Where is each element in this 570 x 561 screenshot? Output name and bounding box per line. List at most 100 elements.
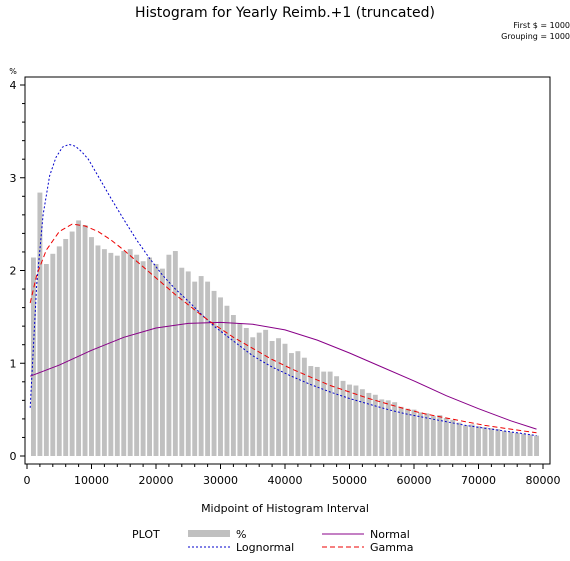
- y-axis-label: %: [9, 67, 17, 76]
- histogram-bar: [508, 431, 514, 456]
- histogram-bar: [488, 428, 494, 456]
- histogram-bar: [514, 432, 520, 456]
- histogram-bar: [385, 400, 391, 456]
- histogram-bar: [43, 264, 49, 456]
- histogram-bar: [301, 357, 307, 456]
- x-tick-label: 60000: [397, 474, 432, 487]
- x-tick-label: 50000: [332, 474, 367, 487]
- x-tick-label: 70000: [461, 474, 496, 487]
- histogram-bar: [166, 254, 172, 456]
- histogram-bar: [463, 425, 469, 456]
- histogram-bar: [443, 417, 449, 456]
- legend-swatch-bar: [188, 530, 230, 537]
- histogram-bar: [121, 251, 127, 456]
- note-first: First $ = 1000: [513, 21, 570, 30]
- histogram-bar: [101, 249, 107, 456]
- histogram-bar: [31, 257, 36, 456]
- histogram-bar: [192, 281, 198, 456]
- histogram-bar: [56, 246, 62, 456]
- histogram-bar: [282, 343, 288, 456]
- histogram-bar: [89, 237, 94, 456]
- histogram-bar: [140, 261, 146, 456]
- histogram-bar: [224, 305, 230, 456]
- histogram-bar: [469, 424, 475, 456]
- legend-label: %: [236, 528, 246, 541]
- histogram-bar: [147, 257, 152, 456]
- histogram-bar: [153, 264, 159, 456]
- histogram-bar: [256, 332, 262, 456]
- histogram-bar: [379, 399, 385, 456]
- x-tick-label: 0: [24, 474, 31, 487]
- legend-heading: PLOT: [132, 528, 160, 541]
- histogram-bar: [398, 406, 404, 456]
- chart-title: Histogram for Yearly Reimb.+1 (truncated…: [135, 5, 435, 21]
- curve-group: [29, 143, 537, 437]
- histogram-bar: [295, 351, 301, 456]
- histogram-bar: [308, 366, 314, 456]
- y-tick-label: 1: [10, 357, 17, 370]
- histogram-bar: [250, 337, 256, 456]
- histogram-bar: [179, 267, 185, 456]
- histogram-bar: [237, 323, 243, 456]
- histogram-bar: [334, 376, 340, 456]
- histogram-bar: [230, 315, 236, 456]
- y-tick-label: 0: [10, 450, 17, 463]
- histogram-bar: [63, 238, 69, 456]
- histogram-bar: [269, 340, 275, 456]
- histogram-bar: [359, 389, 365, 456]
- y-tick-label: 4: [10, 79, 17, 92]
- histogram-bar: [501, 430, 507, 456]
- histogram-bar: [476, 426, 481, 456]
- histogram-bar: [205, 281, 211, 456]
- histogram-bar: [482, 427, 488, 456]
- histogram-bar: [521, 433, 527, 456]
- histogram-bar: [185, 271, 191, 456]
- histogram-bar: [366, 392, 372, 456]
- histogram-bar: [411, 409, 417, 457]
- histogram-bar: [527, 434, 533, 456]
- note-grouping: Grouping = 1000: [501, 32, 570, 41]
- histogram-bar: [37, 192, 43, 456]
- x-tick-label: 80000: [526, 474, 561, 487]
- histogram-bar: [353, 385, 359, 456]
- x-tick-label: 20000: [139, 474, 174, 487]
- histogram-bar: [218, 297, 223, 456]
- histogram-bar: [534, 435, 539, 456]
- histogram-bar: [372, 394, 378, 456]
- curve-normal: [30, 321, 537, 430]
- histogram-bar: [134, 254, 140, 456]
- histogram-bar: [172, 251, 178, 456]
- x-axis: 0 10000 20000 30000 40000 50000 60000 70000 8000…: [24, 464, 561, 487]
- legend: PLOT % Normal Lognormal Gamma: [132, 528, 413, 554]
- x-tick-label: 30000: [203, 474, 238, 487]
- histogram-bar: [314, 366, 320, 456]
- histogram-bar: [437, 415, 443, 456]
- x-tick-label: 10000: [74, 474, 109, 487]
- curve-gamma: [29, 223, 537, 434]
- histogram-bar: [456, 422, 462, 456]
- histogram-bar: [450, 419, 456, 456]
- histogram-bar: [392, 402, 398, 456]
- legend-label: Gamma: [370, 541, 413, 554]
- histogram-bar: [321, 371, 327, 456]
- histogram-bar: [263, 329, 269, 456]
- histogram-bar: [198, 276, 204, 456]
- legend-label: Lognormal: [236, 541, 294, 554]
- histogram-bar: [82, 225, 88, 456]
- histogram-bar: [340, 380, 346, 456]
- histogram-bar: [108, 252, 114, 456]
- histogram-bar: [76, 220, 82, 456]
- histogram-bar: [114, 255, 120, 456]
- histogram-bar: [160, 268, 165, 456]
- histogram-bar: [495, 429, 501, 456]
- histogram-bar: [430, 416, 436, 456]
- histogram-bar: [424, 413, 430, 456]
- histogram-bar: [211, 290, 217, 456]
- bar-group: [31, 192, 539, 457]
- histogram-bar: [327, 371, 333, 456]
- histogram-bar: [127, 249, 133, 456]
- legend-label: Normal: [370, 528, 410, 541]
- x-axis-label: Midpoint of Histogram Interval: [201, 502, 369, 515]
- histogram-bar: [276, 338, 281, 456]
